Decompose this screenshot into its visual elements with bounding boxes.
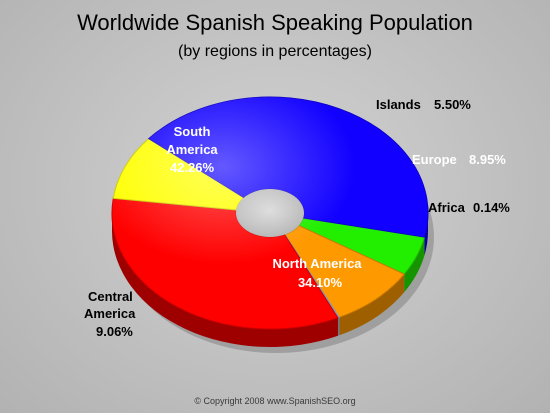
donut-wedges [111, 96, 434, 353]
label-europe-value: 8.95% [469, 152, 506, 167]
donut-side-africa [337, 317, 340, 336]
donut-hole [236, 189, 304, 237]
chart-subtitle: (by regions in percentages) [178, 43, 372, 60]
label-central-america-line1: Central [88, 289, 133, 304]
donut-labels: Islands 5.50% Europe 8.95% Africa 0.14% … [84, 97, 510, 339]
label-south-america-line1: South [174, 124, 211, 139]
label-islands-value: 5.50% [434, 97, 471, 112]
label-south-america-value: 42.26% [170, 160, 215, 175]
label-central-america-value: 9.06% [96, 324, 133, 339]
label-south-america-line2: America [166, 142, 218, 157]
label-africa-name: Africa [428, 200, 466, 215]
label-north-america-name: North America [272, 256, 362, 271]
chart-title: Worldwide Spanish Speaking Population [77, 10, 473, 35]
label-europe-name: Europe [412, 152, 457, 167]
label-islands-name: Islands [376, 97, 421, 112]
label-central-america-line2: America [84, 306, 136, 321]
label-africa-value: 0.14% [473, 200, 510, 215]
label-north-america-value: 34.10% [298, 275, 343, 290]
copyright-text: © Copyright 2008 www.SpanishSEO.org [194, 396, 356, 406]
